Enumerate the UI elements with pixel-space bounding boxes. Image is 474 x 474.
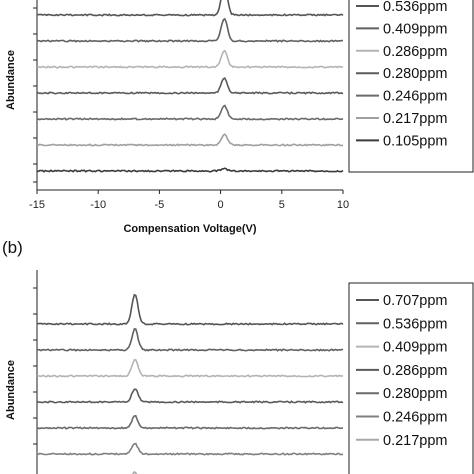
panel-a-x-tick-label: -10	[90, 199, 106, 211]
panel-b-legend-box	[348, 282, 474, 474]
panel-b: Abundance 0.707ppm 0.536ppm 0.409ppm 0.286p…	[5, 270, 474, 474]
panel-b-trace-0-536ppm	[37, 327, 344, 352]
panel-b-trace-0-707ppm	[36, 293, 344, 326]
panel-a: Abundance Compensation Voltage(V) -15 -10…	[5, 0, 474, 235]
panel-a-trace-0-286ppm	[36, 49, 344, 69]
panel-b-legend-label: 0.280ppm	[383, 386, 448, 402]
panel-b-y-ticks	[33, 287, 37, 445]
panel-b-legend-label: 0.217ppm	[383, 433, 448, 449]
panel-b-legend-label: 0.536ppm	[383, 316, 448, 332]
panel-b-trace-0-286ppm	[36, 388, 344, 404]
panel-b-label: (b)	[2, 238, 23, 257]
panel-a-legend: 0.536ppm 0.409ppm 0.286ppm 0.280ppm 0.246ppm…	[356, 0, 448, 149]
panel-a-y-axis-title: Abundance	[5, 50, 17, 110]
panel-a-legend-label: 0.536ppm	[383, 0, 448, 15]
panel-a-x-tick-label: 10	[337, 199, 349, 211]
panel-a-x-tick-label: 0	[218, 199, 224, 211]
panel-b-y-axis-title: Abundance	[5, 360, 17, 420]
panel-b-trace-0-280ppm	[36, 414, 344, 430]
panel-b-legend: 0.707ppm 0.536ppm 0.409ppm 0.286ppm 0.280ppm…	[356, 293, 448, 449]
panel-b-legend-label: 0.286ppm	[383, 363, 448, 379]
panel-a-trace-0-246ppm	[36, 104, 344, 121]
panel-a-legend-label: 0.246ppm	[383, 89, 448, 105]
panel-a-legend-label: 0.280ppm	[383, 66, 448, 82]
panel-a-trace-0-105ppm	[36, 167, 344, 173]
panel-a-legend-label: 0.409ppm	[383, 21, 448, 37]
panel-a-legend-label: 0.105ppm	[383, 133, 448, 149]
panel-a-traces	[36, 0, 344, 173]
panel-b-legend-label: 0.707ppm	[383, 293, 448, 309]
panel-a-x-tick-label: 5	[279, 199, 285, 211]
panel-a-trace-0-409ppm	[37, 17, 344, 43]
panel-a-legend-label: 0.217ppm	[383, 111, 448, 127]
panel-a-trace-0-217ppm	[36, 133, 343, 147]
panel-b-legend-label: 0.246ppm	[383, 410, 448, 426]
panel-a-y-ticks	[33, 7, 37, 183]
panel-a-trace-0-536ppm	[36, 0, 344, 17]
panel-a-x-ticks: -15 -10 -5 0 5 10	[29, 190, 349, 211]
panel-a-x-tick-label: -5	[155, 199, 165, 211]
panel-a-x-tick-label: -15	[29, 199, 45, 211]
panel-b-trace-0-409ppm	[36, 358, 344, 378]
panel-b-legend-label: 0.409ppm	[383, 340, 448, 356]
panel-a-x-axis-title: Compensation Voltage(V)	[123, 223, 256, 235]
panel-a-legend-label: 0.286ppm	[383, 44, 448, 60]
panel-b-traces	[36, 293, 344, 474]
panel-b-trace-0-246ppm	[36, 442, 343, 456]
panel-a-trace-0-280ppm	[36, 76, 344, 95]
